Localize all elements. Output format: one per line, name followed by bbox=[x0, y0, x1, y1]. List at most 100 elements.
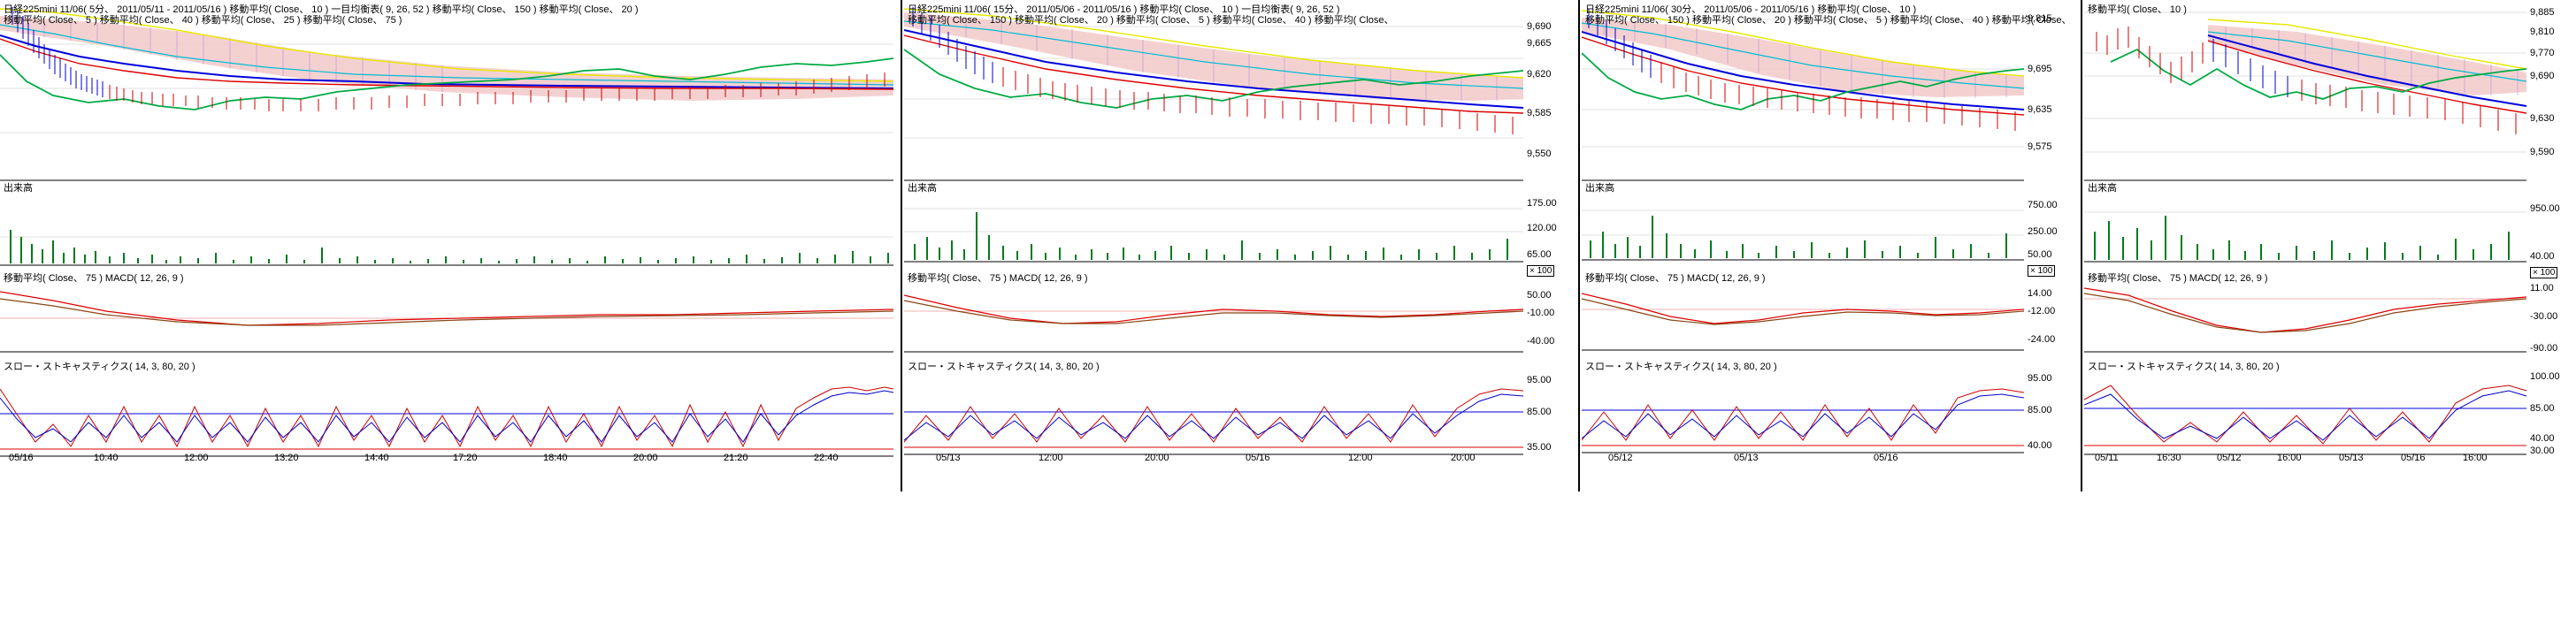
panel-3-svg: 出来高 bbox=[1582, 4, 2025, 453]
panel-3-xtick-0: 05/12 bbox=[1608, 453, 1633, 463]
panel-2-stoch-tick-0: 95.00 bbox=[1527, 375, 1552, 385]
panel-4-macd-tick-0: 11.00 bbox=[2530, 283, 2554, 293]
svg-text:出来高: 出来高 bbox=[908, 181, 937, 194]
svg-text:スロー・ストキャスティクス( 14, 3, 80, 20 ): スロー・ストキャスティクス( 14, 3, 80, 20 ) bbox=[4, 361, 196, 372]
panel-4-macd-tick-1: -30.00 bbox=[2530, 311, 2558, 322]
panel-divider-2 bbox=[1578, 0, 1580, 491]
panel-2-price-tick-3: 9,585 bbox=[1527, 108, 1552, 118]
panel-4-volume-tick-1: 40.00 bbox=[2530, 251, 2555, 262]
svg-text:スロー・ストキャスティクス( 14, 3, 80, 20 ): スロー・ストキャスティクス( 14, 3, 80, 20 ) bbox=[2088, 361, 2280, 372]
panel-2-macd-tick-2: -40.00 bbox=[1527, 336, 1555, 347]
panel-divider-1 bbox=[901, 0, 902, 491]
panel-3-price-tick-2: 9,635 bbox=[2028, 104, 2052, 115]
panel-3-title: 日経225mini 11/06( 30分、 2011/05/06 - 2011/… bbox=[1585, 4, 1917, 15]
chart-panel-3[interactable]: 日経225mini 11/06( 30分、 2011/05/06 - 2011/… bbox=[1582, 0, 2077, 491]
panel-1-xtick-1: 10:40 bbox=[94, 453, 119, 463]
panel-4-xtick-3: 16:00 bbox=[2277, 453, 2302, 463]
panel-2-xtick-2: 20:00 bbox=[1145, 453, 1169, 463]
panel-2-volume-tick-2: 65.00 bbox=[1527, 249, 1552, 260]
panel-2-svg: 出来高 bbox=[904, 4, 1524, 455]
svg-text:スロー・ストキャスティクス( 14, 3, 80, 20 ): スロー・ストキャスティクス( 14, 3, 80, 20 ) bbox=[908, 361, 1100, 372]
panel-2-price-tick-4: 9,550 bbox=[1527, 149, 1552, 159]
panel-4-xtick-5: 05/16 bbox=[2401, 453, 2426, 463]
svg-text:スロー・ストキャスティクス( 14, 3, 80, 20 ): スロー・ストキャスティクス( 14, 3, 80, 20 ) bbox=[1585, 361, 1777, 372]
panel-2-stoch-tick-1: 85.00 bbox=[1527, 407, 1552, 417]
panel-2-xtick-1: 12:00 bbox=[1039, 453, 1063, 463]
panel-3-subtitle: 移動平均( Close、 150 ) 移動平均( Close、 20 ) 移動平… bbox=[1585, 15, 2072, 26]
panel-1-subtitle: 移動平均( Close、 5 ) 移動平均( Close、 40 ) 移動平均(… bbox=[4, 15, 402, 26]
panel-1-xtick-0: 05/16 bbox=[9, 453, 34, 463]
panel-1-xtick-4: 14:40 bbox=[364, 453, 389, 463]
panel-1-xtick-7: 20:00 bbox=[633, 453, 658, 463]
svg-text:移動平均( Close、 75 ) MACD( 12: 移動平均( Close、 75 ) MACD( 12, 26, 9 ) bbox=[2088, 271, 2268, 284]
panel-3-macd-tick-2: -24.00 bbox=[2028, 334, 2056, 345]
panel-1-title: 日経225mini 11/06( 5分、 2011/05/11 - 2011/0… bbox=[4, 4, 639, 15]
panel-4-xtick-1: 16:30 bbox=[2157, 453, 2181, 463]
panel-4-scale-badge[interactable]: × 100 bbox=[2530, 267, 2558, 278]
panel-1-xtick-2: 12:00 bbox=[184, 453, 209, 463]
panel-3-stoch-tick-1: 85.00 bbox=[2028, 405, 2052, 415]
panel-2-xtick-0: 05/13 bbox=[936, 453, 961, 463]
panel-4-price-tick-5: 9,590 bbox=[2530, 147, 2555, 157]
panel-4-price-tick-1: 9,810 bbox=[2530, 27, 2555, 37]
panel-4-price-tick-2: 9,770 bbox=[2530, 48, 2555, 58]
panel-2-scale-badge[interactable]: × 100 bbox=[1527, 265, 1555, 277]
svg-text:出来高: 出来高 bbox=[1585, 181, 1614, 194]
panel-2-xtick-5: 20:00 bbox=[1451, 453, 1476, 463]
panel-2-stoch-tick-2: 35.00 bbox=[1527, 442, 1552, 453]
panel-2-macd-tick-0: 50.00 bbox=[1527, 290, 1552, 301]
panel-3-price-tick-3: 9,575 bbox=[2028, 141, 2052, 152]
panel-4-stoch-tick-3: 30.00 bbox=[2530, 446, 2555, 456]
panel-2-price-tick-0: 9,690 bbox=[1527, 21, 1552, 32]
panel-2-xtick-4: 12:00 bbox=[1348, 453, 1373, 463]
panel-4-xtick-2: 05/12 bbox=[2217, 453, 2242, 463]
panel-4-stoch-tick-1: 85.00 bbox=[2530, 403, 2555, 414]
panel-4-xtick-6: 16:00 bbox=[2463, 453, 2488, 463]
panel-1-svg: 出来高 bbox=[0, 4, 894, 457]
panel-1-xtick-3: 13:20 bbox=[274, 453, 299, 463]
panel-2-title: 日経225mini 11/06( 15分、 2011/05/06 - 2011/… bbox=[908, 4, 1340, 15]
panel-divider-3 bbox=[2081, 0, 2082, 491]
panel-1-xtick-6: 18:40 bbox=[543, 453, 568, 463]
panel-3-volume-tick-1: 250.00 bbox=[2028, 226, 2058, 237]
panel-2-price-tick-2: 9,620 bbox=[1527, 69, 1552, 80]
panel-2-subtitle: 移動平均( Close、 150 ) 移動平均( Close、 20 ) 移動平… bbox=[908, 15, 1394, 26]
panel-3-xtick-1: 05/13 bbox=[1734, 453, 1759, 463]
panel-1-xtick-5: 17:20 bbox=[453, 453, 478, 463]
panel-1-xtick-8: 21:20 bbox=[724, 453, 748, 463]
panel-2-macd-tick-1: -10.00 bbox=[1527, 308, 1555, 318]
svg-text:移動平均( Close、 75 ) MACD( 12: 移動平均( Close、 75 ) MACD( 12, 26, 9 ) bbox=[908, 271, 1088, 284]
svg-text:出来高: 出来高 bbox=[4, 181, 33, 194]
panel-4-stoch-tick-2: 40.00 bbox=[2530, 433, 2555, 444]
panel-3-stoch-tick-0: 95.00 bbox=[2028, 373, 2052, 384]
chart-panel-4[interactable]: 移動平均( Close、 10 ) bbox=[2084, 0, 2576, 491]
panel-2-volume-tick-1: 120.00 bbox=[1527, 223, 1557, 233]
panel-3-volume-tick-2: 50.00 bbox=[2028, 249, 2052, 260]
svg-text:移動平均( Close、 75 ) MACD( 12: 移動平均( Close、 75 ) MACD( 12, 26, 9 ) bbox=[4, 271, 184, 284]
chart-panel-2[interactable]: 日経225mini 11/06( 15分、 2011/05/06 - 2011/… bbox=[904, 0, 1576, 491]
panel-4-title: 移動平均( Close、 10 ) bbox=[2088, 4, 2187, 15]
svg-text:出来高: 出来高 bbox=[2088, 181, 2117, 194]
panel-1-xtick-9: 22:40 bbox=[814, 453, 839, 463]
panel-2-volume-tick-0: 175.00 bbox=[1527, 198, 1557, 209]
panel-4-xtick-0: 05/11 bbox=[2095, 453, 2119, 463]
chart-panel-1[interactable]: 日経225mini 11/06( 5分、 2011/05/11 - 2011/0… bbox=[0, 0, 901, 491]
panel-3-scale-badge[interactable]: × 100 bbox=[2028, 265, 2056, 277]
panel-4-price-tick-3: 9,690 bbox=[2530, 71, 2555, 81]
panel-4-svg: 出来高 bbox=[2084, 4, 2527, 455]
panel-4-stoch-tick-0: 100.00 bbox=[2530, 371, 2560, 382]
panel-4-xtick-4: 05/13 bbox=[2339, 453, 2364, 463]
panel-4-volume-tick-0: 950.00 bbox=[2530, 203, 2560, 214]
svg-text:移動平均( Close、 75 ) MACD( 12: 移動平均( Close、 75 ) MACD( 12, 26, 9 ) bbox=[1585, 271, 1766, 284]
panel-3-price-tick-0: 9,815 bbox=[2028, 13, 2052, 24]
panel-2-price-tick-1: 9,665 bbox=[1527, 38, 1552, 49]
panel-3-xtick-2: 05/16 bbox=[1874, 453, 1898, 463]
panel-3-stoch-tick-2: 40.00 bbox=[2028, 440, 2052, 451]
panel-3-price-tick-1: 9,695 bbox=[2028, 64, 2052, 74]
panel-4-price-tick-4: 9,630 bbox=[2530, 113, 2555, 124]
panel-3-volume-tick-0: 750.00 bbox=[2028, 200, 2058, 210]
panel-3-macd-tick-0: 14.00 bbox=[2028, 288, 2052, 299]
panel-4-price-tick-0: 9,885 bbox=[2530, 7, 2555, 18]
panel-4-macd-tick-2: -90.00 bbox=[2530, 343, 2558, 354]
